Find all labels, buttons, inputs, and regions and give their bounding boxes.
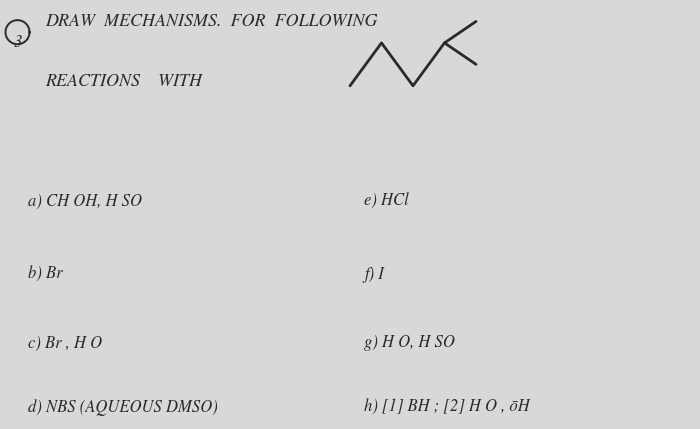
Text: f) I₂: f) I₂ [364, 266, 388, 283]
Text: REACTIONS    WITH: REACTIONS WITH [46, 73, 202, 90]
Text: e) HCl: e) HCl [364, 193, 409, 210]
Text: h) [1] BH₃; [2] H₂O₂, ōH: h) [1] BH₃; [2] H₂O₂, ōH [364, 399, 530, 416]
Text: b) Br₂: b) Br₂ [28, 266, 66, 283]
Text: d) NBS (AQUEOUS DMSO): d) NBS (AQUEOUS DMSO) [28, 399, 218, 416]
Text: 3: 3 [13, 34, 22, 51]
Text: a) CH₃OH, H₂SO₄: a) CH₃OH, H₂SO₄ [28, 193, 146, 210]
Text: c) Br₂, H₂O: c) Br₂, H₂O [28, 335, 102, 351]
Text: g) H₂O, H₂SO₄: g) H₂O, H₂SO₄ [364, 335, 459, 351]
Text: DRAW  MECHANISMS.  FOR  FOLLOWING: DRAW MECHANISMS. FOR FOLLOWING [46, 13, 378, 30]
